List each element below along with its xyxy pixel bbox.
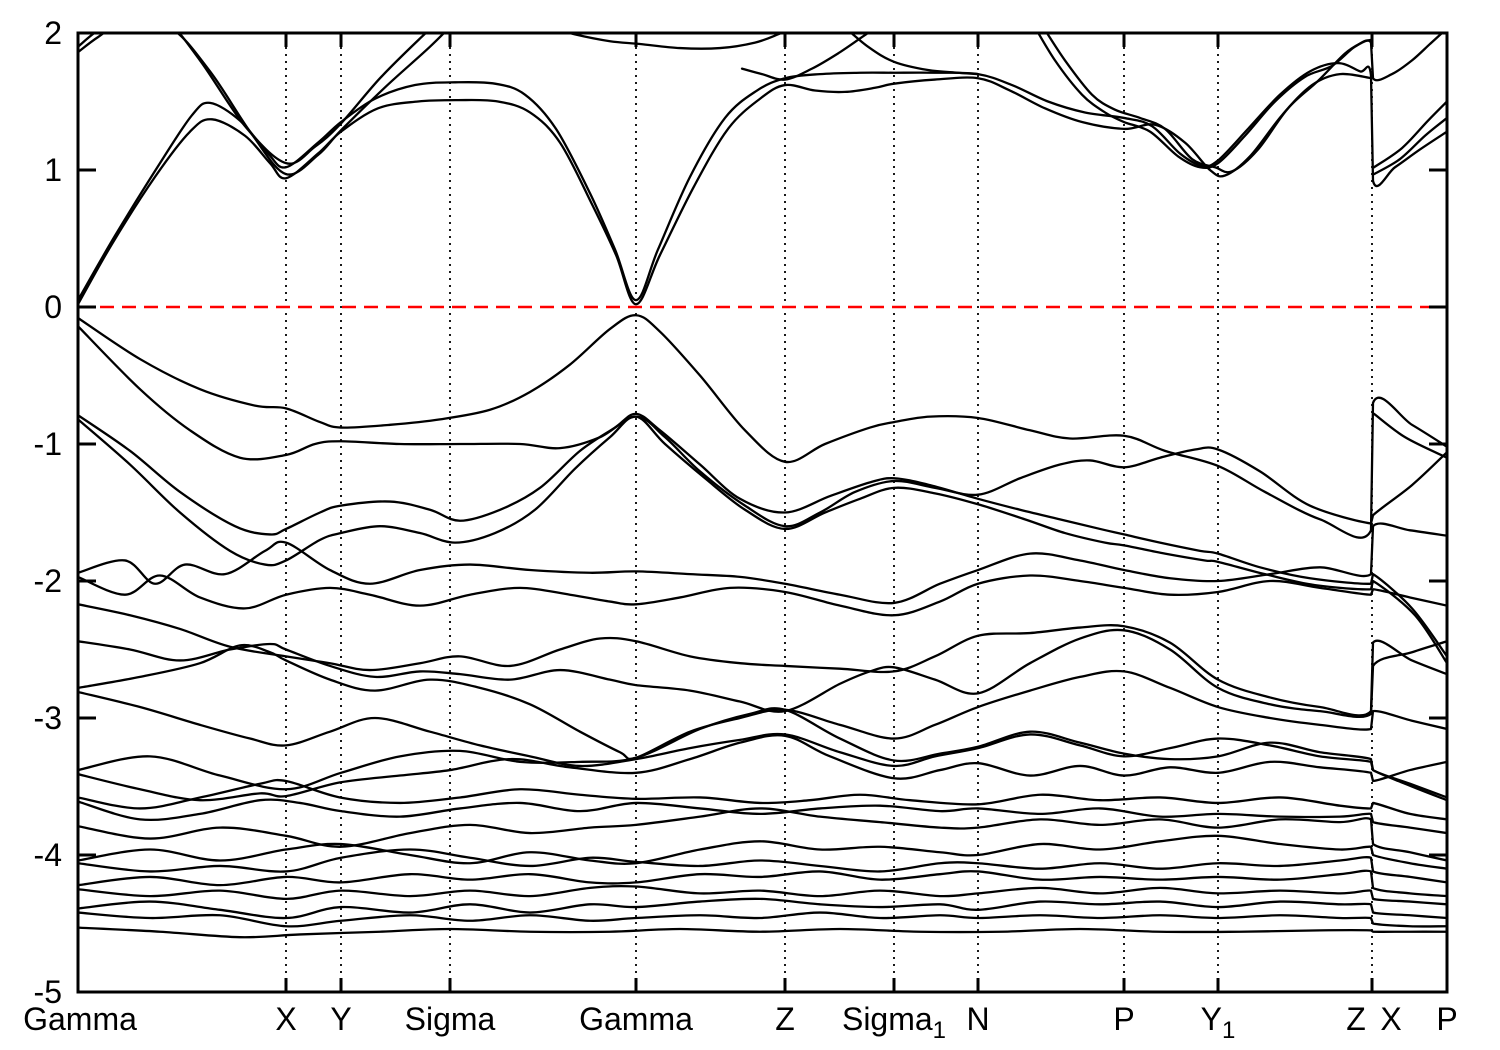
band-curve <box>78 690 1447 802</box>
y-tick-label: -1 <box>34 426 62 462</box>
band-curve <box>78 884 1447 906</box>
band-curve <box>78 574 1447 617</box>
band-curve <box>1045 33 1373 174</box>
band-curve <box>1372 412 1447 459</box>
band-curve <box>78 412 1447 658</box>
x-tick-label: X <box>275 1001 296 1037</box>
band-curve <box>78 61 1447 302</box>
band-curve <box>78 325 1447 528</box>
band-curve <box>78 848 1447 884</box>
band-curve <box>1372 100 1447 169</box>
band-curve <box>78 72 1373 306</box>
x-tick-label: Sigma1 <box>842 1001 946 1044</box>
band-curve <box>78 628 1447 718</box>
x-tick-label: Y <box>330 1001 351 1037</box>
x-tick-label: N <box>966 1001 989 1037</box>
band-curve <box>1036 33 1444 169</box>
band-curve <box>740 33 871 81</box>
y-tick-label: -4 <box>34 837 62 873</box>
band-curves <box>78 33 1447 939</box>
band-curve <box>78 314 1447 539</box>
band-curve <box>78 33 446 176</box>
band-curve <box>78 926 1447 939</box>
y-tick-label: 1 <box>44 152 62 188</box>
y-tick-label: -3 <box>34 700 62 736</box>
x-tick-label: Y1 <box>1201 1001 1236 1044</box>
x-tick-label: Gamma <box>23 1001 137 1037</box>
band-curve <box>78 603 1447 717</box>
band-curve <box>849 33 980 76</box>
y-tick-label: -2 <box>34 563 62 599</box>
band-curve <box>78 33 428 165</box>
band-curve <box>78 869 1447 898</box>
y-tick-label: 0 <box>44 289 62 325</box>
x-tick-label: Gamma <box>579 1001 693 1037</box>
band-curve <box>78 643 1447 761</box>
y-tick-label: -5 <box>34 974 62 1010</box>
plot-border <box>76 31 1449 994</box>
x-tick-label: Z <box>1346 1001 1366 1037</box>
x-tick-label: Z <box>775 1001 795 1037</box>
x-tick-label: Sigma <box>405 1001 496 1037</box>
band-curve <box>78 834 1447 870</box>
band-curve <box>78 415 1447 665</box>
y-tick-label: 2 <box>44 15 62 51</box>
band-curve <box>78 707 1447 799</box>
x-tick-label: P <box>1436 1001 1457 1037</box>
band-curve <box>78 807 1447 862</box>
band-curve <box>78 778 1447 821</box>
band-curve <box>78 911 1447 928</box>
band-curve <box>1372 116 1447 176</box>
band-curve <box>78 522 1447 605</box>
band-curve <box>564 33 784 50</box>
axis-ticks <box>76 31 1449 994</box>
band-curve <box>78 798 1447 835</box>
x-tick-label: P <box>1113 1001 1134 1037</box>
band-curve <box>78 897 1447 920</box>
x-tick-label: X <box>1380 1001 1401 1037</box>
